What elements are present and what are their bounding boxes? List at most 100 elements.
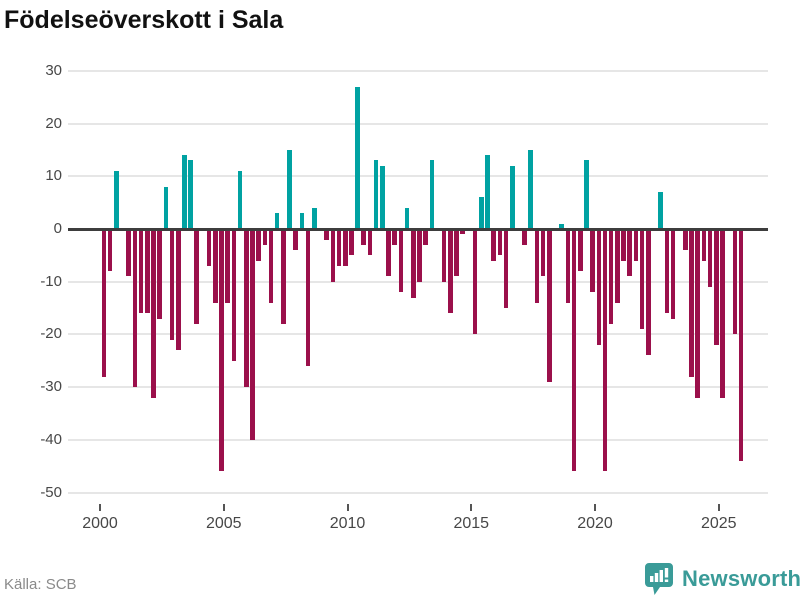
chart-bar: [441, 229, 447, 282]
chart-bar: [485, 155, 490, 229]
chart-bar: [256, 229, 261, 261]
chart-bar: [540, 229, 546, 277]
chart-bar: [410, 229, 416, 298]
gridline: [68, 333, 768, 336]
chart-bar: [627, 229, 633, 277]
chart-bar: [417, 229, 422, 282]
chart-bar: [670, 229, 676, 319]
chart-bar: [528, 149, 534, 229]
chart-bar: [151, 229, 156, 398]
gridline: [68, 69, 768, 72]
chart-bar: [163, 186, 169, 229]
chart-bar: [615, 229, 620, 303]
gridline: [68, 386, 768, 389]
chart-bar: [336, 229, 342, 266]
chart-bar: [491, 229, 496, 261]
chart-bar: [169, 229, 175, 340]
chart-bar: [349, 229, 354, 256]
y-tick-label: 0: [53, 220, 62, 237]
gridline: [68, 122, 768, 125]
x-tick-label: 2025: [700, 515, 737, 532]
chart-bar: [509, 165, 515, 229]
chart-bar: [639, 229, 645, 330]
chart-bar: [720, 229, 725, 398]
y-tick-label: 20: [45, 114, 62, 132]
chart-bar: [324, 229, 329, 240]
y-tick-label: -40: [40, 430, 62, 448]
chart-bar: [373, 160, 379, 229]
chart-bar: [188, 160, 193, 229]
chart-bar: [342, 229, 348, 266]
chart-bar: [386, 229, 391, 277]
x-tick-mark: [222, 504, 225, 511]
chart-bar: [559, 223, 564, 229]
chart-bar: [237, 171, 243, 229]
chart-bar: [590, 229, 595, 293]
chart-bar: [602, 229, 608, 472]
chart-bar: [423, 229, 428, 245]
chart-bar: [695, 229, 701, 398]
x-tick-mark: [346, 504, 349, 511]
chart-bar: [194, 229, 200, 324]
chart-bar: [664, 229, 670, 314]
chart-bar: [571, 229, 577, 472]
chart-bar: [243, 229, 249, 388]
gridline: [68, 438, 768, 441]
chart-bar: [701, 229, 707, 261]
chart-bar: [633, 229, 639, 261]
chart-bar: [138, 229, 144, 314]
y-tick-label: -10: [40, 272, 62, 290]
chart-bar: [683, 229, 688, 251]
chart-bar: [584, 160, 589, 229]
chart-bar: [281, 229, 286, 324]
chart-bar: [534, 229, 540, 303]
chart-bar: [738, 229, 744, 461]
chart-bar: [707, 229, 713, 287]
chart-bar: [472, 229, 478, 335]
chart-bar: [132, 229, 138, 388]
y-tick-label: -20: [40, 325, 62, 343]
chart-bar: [658, 192, 663, 229]
chart-bar: [225, 229, 230, 303]
chart-bar: [268, 229, 274, 303]
newsworthy-logo-text: Newsworthy: [682, 566, 800, 591]
chart-bar: [274, 213, 280, 229]
newsworthy-logo-icon: [645, 563, 673, 595]
chart-bar: [311, 207, 317, 229]
chart-bar: [689, 229, 694, 377]
x-tick-mark: [717, 504, 720, 511]
x-tick-label: 2020: [577, 515, 613, 532]
x-tick-mark: [99, 504, 101, 511]
chart-bar: [448, 229, 453, 314]
chart-bar: [714, 229, 719, 345]
chart-bar: [547, 229, 552, 382]
y-tick-label: -30: [40, 378, 62, 396]
chart-bar: [565, 229, 571, 303]
chart-bar: [596, 229, 602, 345]
chart-bar: [101, 229, 107, 377]
chart-bar: [398, 229, 404, 293]
chart-bar: [287, 149, 292, 229]
chart-bar: [361, 229, 367, 245]
chart-bar: [392, 229, 397, 245]
y-tick-label: 10: [45, 167, 62, 185]
chart-bar: [299, 213, 305, 229]
chart-bar: [293, 229, 299, 251]
x-tick-mark: [594, 504, 596, 511]
chart-bar: [522, 229, 527, 245]
chart-bar: [250, 229, 255, 440]
chart-bar: [497, 229, 503, 256]
chart-bar: [355, 86, 360, 229]
chart-bar: [219, 229, 224, 472]
chart-bar: [305, 229, 311, 367]
zero-axis-line: [68, 227, 768, 231]
chart-bar: [182, 155, 187, 229]
chart-bar: [206, 229, 212, 266]
y-tick-label: 30: [45, 61, 62, 79]
chart-bar: [608, 229, 614, 324]
y-tick-label: -50: [40, 483, 62, 501]
chart-bar: [503, 229, 509, 309]
newsworthy-logo: Newsworthy: [644, 562, 800, 596]
chart-bar: [144, 229, 150, 314]
